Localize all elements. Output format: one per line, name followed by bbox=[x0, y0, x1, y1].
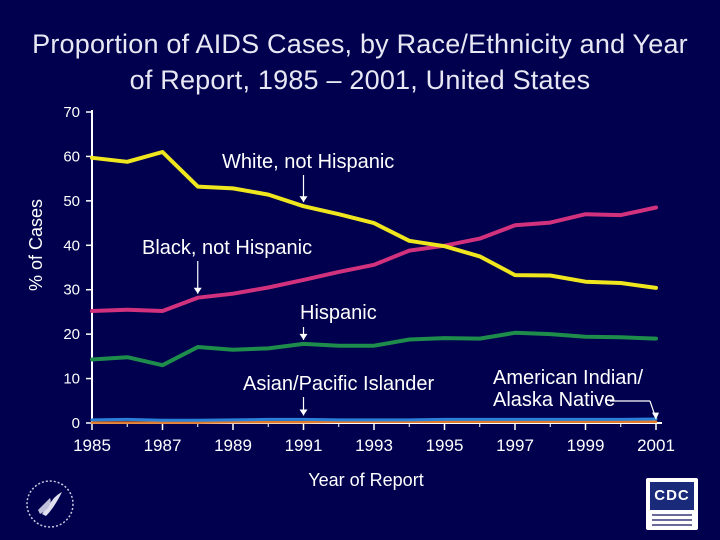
cdc-logo-text: CDC bbox=[650, 482, 694, 510]
x-tick-label: 2001 bbox=[637, 436, 675, 455]
y-tick-label: 20 bbox=[63, 326, 80, 343]
series-line-0 bbox=[90, 150, 658, 290]
chart-title: Proportion of AIDS Cases, by Race/Ethnic… bbox=[0, 26, 720, 98]
annotation-arrowhead bbox=[299, 196, 308, 203]
x-tick-label: 1999 bbox=[567, 436, 605, 455]
cdc-logo: CDC bbox=[646, 478, 698, 530]
y-tick-label: 60 bbox=[63, 148, 80, 165]
x-tick-label: 1991 bbox=[285, 436, 323, 455]
series-line-1 bbox=[90, 205, 658, 313]
y-tick-label: 0 bbox=[72, 415, 80, 432]
chart-title-line-1: Proportion of AIDS Cases, by Race/Ethnic… bbox=[32, 29, 688, 59]
series-label-line: American Indian/ bbox=[493, 367, 644, 389]
series-label-line: Alaska Native bbox=[493, 389, 615, 411]
annotation-arrowhead bbox=[299, 333, 308, 340]
series-label-line: Hispanic bbox=[300, 302, 377, 324]
series-label-1: Black, not Hispanic bbox=[142, 237, 312, 259]
series-line-3 bbox=[90, 417, 658, 422]
chart-axes: 0 10 20 30 40 50 60 70 1985 1987 1989 1991 1993 1995 1… bbox=[63, 104, 675, 455]
x-tick-label: 1993 bbox=[355, 436, 393, 455]
chart-title-line-2: of Report, 1985 – 2001, United States bbox=[129, 65, 591, 95]
annotation-arrowhead bbox=[299, 409, 308, 416]
y-tick-label: 70 bbox=[63, 104, 80, 121]
series-label-line: Asian/Pacific Islander bbox=[243, 373, 435, 395]
annotation-arrowhead bbox=[193, 287, 202, 294]
x-tick-label: 1989 bbox=[214, 436, 252, 455]
y-tick-label: 10 bbox=[63, 371, 80, 388]
series-label-2: Hispanic bbox=[300, 302, 377, 324]
series-label-4: American Indian/Alaska Native bbox=[493, 367, 644, 411]
y-tick-label: 40 bbox=[63, 237, 80, 254]
series-label-line: White, not Hispanic bbox=[222, 151, 394, 173]
series-line-4 bbox=[90, 420, 658, 424]
x-axis-title: Year of Report bbox=[308, 470, 423, 490]
cdc-logo-lines bbox=[652, 514, 692, 529]
series-label-3: Asian/Pacific Islander bbox=[243, 373, 435, 395]
x-tick-label: 1995 bbox=[426, 436, 464, 455]
x-tick-label: 1985 bbox=[73, 436, 111, 455]
series-label-line: Black, not Hispanic bbox=[142, 237, 312, 259]
x-tick-label: 1997 bbox=[496, 436, 534, 455]
series-layer bbox=[90, 150, 658, 424]
annotation-arrowhead bbox=[652, 412, 659, 420]
hhs-seal-icon bbox=[26, 480, 74, 528]
labels-layer: White, not Hispanic Black, not Hispanic Hi… bbox=[142, 151, 659, 420]
x-tick-label: 1987 bbox=[144, 436, 182, 455]
y-tick-label: 50 bbox=[63, 193, 80, 210]
series-line-2 bbox=[90, 330, 658, 368]
y-axis-title: % of Cases bbox=[26, 199, 46, 291]
series-label-0: White, not Hispanic bbox=[222, 151, 394, 173]
y-tick-label: 30 bbox=[63, 282, 80, 299]
